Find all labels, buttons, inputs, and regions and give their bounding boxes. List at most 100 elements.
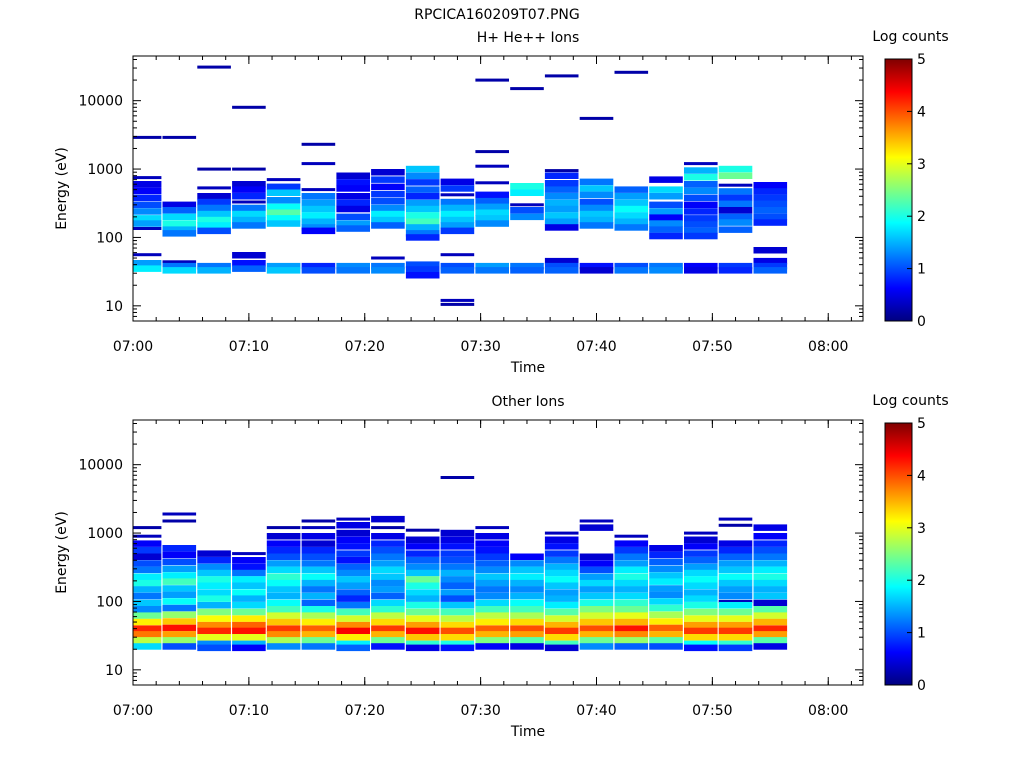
heatmap-cell [405, 582, 440, 589]
heatmap-cell [197, 589, 231, 596]
heatmap-cell [718, 547, 753, 554]
heatmap-cell [718, 592, 753, 600]
x-tick-label: 07:00 [113, 339, 153, 355]
colorbar-tick-label: 0 [917, 678, 926, 694]
heatmap-cell [614, 205, 649, 213]
heatmap-cell [301, 612, 336, 619]
heatmap-cell [336, 615, 370, 622]
heatmap-cell [510, 631, 544, 638]
heatmap-cell [301, 519, 336, 523]
heatmap-cell [649, 611, 683, 618]
heatmap-cell [718, 640, 753, 648]
heatmap-cell [475, 220, 509, 227]
heatmap-cell [336, 536, 370, 543]
heatmap-cell [266, 573, 301, 580]
heatmap-cell [405, 634, 440, 641]
heatmap-cell [162, 230, 197, 237]
heatmap-cell [232, 216, 266, 224]
heatmap-cell [440, 644, 475, 652]
heatmap-cell [579, 579, 614, 587]
heatmap-cell [579, 191, 614, 199]
heatmap-cell [440, 563, 475, 571]
heatmap-cell [336, 589, 370, 596]
heatmap-cell [475, 599, 509, 607]
heatmap-cell [718, 226, 753, 233]
colorbar-tick-label: 5 [917, 416, 926, 432]
heatmap-cell [371, 625, 405, 632]
heatmap-cell [371, 643, 405, 650]
heatmap-cell [405, 272, 440, 279]
heatmap-cell [684, 582, 718, 589]
heatmap-cell [405, 193, 440, 200]
heatmap-cell [614, 618, 649, 626]
heatmap-cell [579, 586, 614, 593]
heatmap-cell [718, 560, 753, 567]
x-tick-label: 07:20 [345, 339, 385, 355]
heatmap-cell [232, 105, 266, 109]
heatmap-cell [162, 262, 197, 270]
heatmap-cell [718, 540, 753, 547]
heatmap-cell [405, 266, 440, 273]
heatmap-cell [405, 165, 440, 173]
heatmap-cell [440, 602, 475, 609]
heatmap-cell [405, 589, 440, 596]
heatmap-cell [475, 560, 509, 567]
heatmap-cell [510, 207, 544, 214]
heatmap-cell [197, 602, 231, 609]
heatmap-cell [232, 252, 266, 259]
heatmap-cell [510, 566, 544, 574]
heatmap-cell [579, 204, 614, 212]
heatmap-cell [133, 181, 162, 188]
heatmap-cell [544, 569, 579, 577]
heatmap-cell [649, 637, 683, 644]
panel-hplus-heplusplus: 07:00 07:10 07:20 07:30 07:40 07:50 08:0010100… [54, 29, 949, 376]
heatmap-cell [133, 253, 162, 257]
heatmap-cell [718, 599, 753, 603]
heatmap-cell [336, 262, 370, 270]
heatmap-cell [718, 207, 753, 214]
heatmap-cell [684, 194, 718, 202]
heatmap-cell [753, 219, 788, 226]
heatmap-cell [405, 621, 440, 629]
heatmap-cell [405, 230, 440, 237]
heatmap-cell [544, 199, 579, 207]
heatmap-cell [371, 176, 405, 183]
heatmap-cell [544, 257, 579, 265]
heatmap-cell [544, 557, 579, 564]
heatmap-cell [544, 608, 579, 616]
heatmap-cell [266, 189, 301, 196]
heatmap-cell [440, 185, 475, 192]
heatmap-cell [753, 573, 788, 580]
heatmap-cell [718, 602, 753, 609]
heatmap-cell [753, 592, 788, 600]
heatmap-cell [371, 606, 405, 613]
heatmap-cell [232, 204, 266, 212]
heatmap-cell [475, 547, 509, 554]
y-tick-label: 100 [96, 230, 123, 246]
heatmap-cell [232, 621, 266, 629]
heatmap-cell [475, 164, 509, 168]
heatmap-cell [336, 225, 370, 232]
heatmap-cell [753, 200, 788, 208]
heatmap-cell [266, 540, 301, 547]
heatmap-cell [371, 637, 405, 644]
heatmap-cell [405, 557, 440, 564]
heatmap-cell [649, 214, 683, 221]
x-tick-label: 07:40 [576, 339, 616, 355]
heatmap-cell [266, 606, 301, 613]
heatmap-cell [753, 247, 788, 254]
heatmap-cell [579, 606, 614, 613]
heatmap-cell [266, 560, 301, 567]
heatmap-cell [649, 591, 683, 599]
heatmap-cell [614, 592, 649, 600]
heatmap-cell [336, 640, 370, 648]
heatmap-cell [475, 150, 509, 154]
colorbar [884, 58, 913, 322]
y-axis-label: Energy (eV) [54, 511, 70, 594]
y-tick-label: 10000 [78, 458, 123, 474]
heatmap-cell [197, 640, 231, 648]
heatmap-cell [133, 618, 162, 626]
heatmap-cell [475, 592, 509, 600]
heatmap-cell [544, 169, 579, 173]
heatmap-cell [579, 618, 614, 626]
